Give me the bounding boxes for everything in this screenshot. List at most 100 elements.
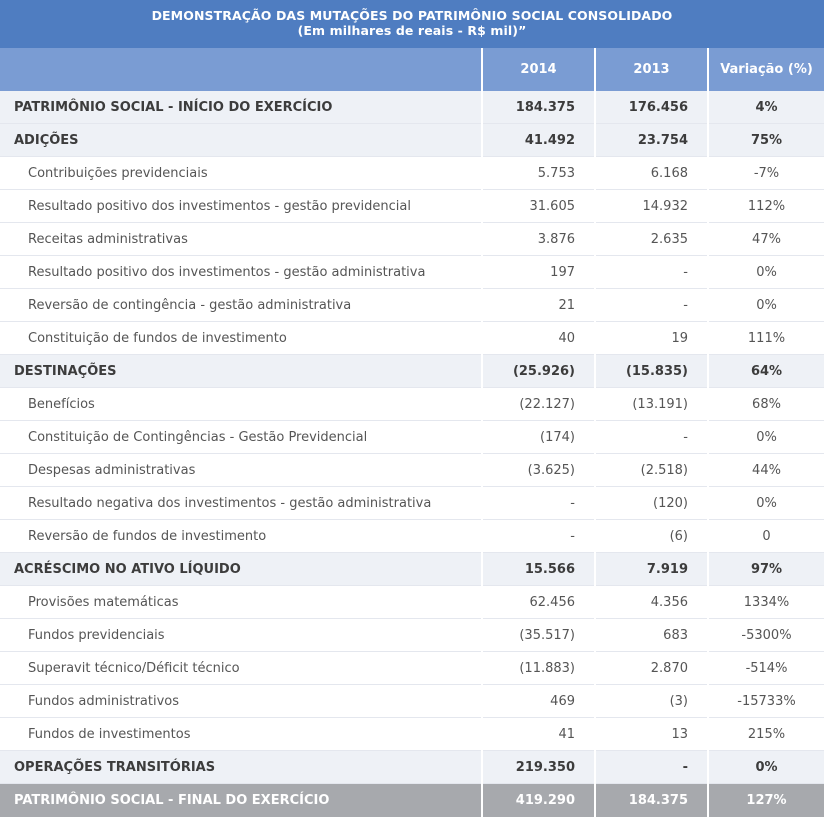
header-2013: 2013 xyxy=(594,48,708,91)
row-label: Fundos de investimentos xyxy=(0,717,482,751)
table-row: Despesas administrativas (3.625) (2.518)… xyxy=(0,453,824,487)
row-label: Reversão de fundos de investimento xyxy=(0,519,482,553)
header-row: 2014 2013 Variação (%) xyxy=(0,48,824,91)
row-label: Fundos administrativos xyxy=(0,684,482,718)
variation-value: 0% xyxy=(707,750,824,784)
row-label: Reversão de contingência - gestão admini… xyxy=(0,288,482,322)
value-2013: - xyxy=(594,255,708,289)
variation-value: 75% xyxy=(707,123,824,157)
value-2013: (3) xyxy=(594,684,708,718)
row-label: ACRÉSCIMO NO ATIVO LÍQUIDO xyxy=(0,552,482,586)
variation-value: -5300% xyxy=(707,618,824,652)
table-row: Resultado positivo dos investimentos - g… xyxy=(0,189,824,223)
value-2014: - xyxy=(481,519,595,553)
value-2013: 683 xyxy=(594,618,708,652)
value-2013: (13.191) xyxy=(594,387,708,421)
value-2014: 469 xyxy=(481,684,595,718)
value-2013: (6) xyxy=(594,519,708,553)
value-2013: 14.932 xyxy=(594,189,708,223)
table-row: ADIÇÕES 41.492 23.754 75% xyxy=(0,123,824,157)
value-2013: (120) xyxy=(594,486,708,520)
table-row: Reversão de contingência - gestão admini… xyxy=(0,288,824,322)
variation-value: 215% xyxy=(707,717,824,751)
variation-value: 1334% xyxy=(707,585,824,619)
value-2014: 41 xyxy=(481,717,595,751)
row-label: ADIÇÕES xyxy=(0,123,482,157)
variation-value: 44% xyxy=(707,453,824,487)
table-title: DEMONSTRAÇÃO DAS MUTAÇÕES DO PATRIMÔNIO … xyxy=(0,0,824,48)
value-2014: 219.350 xyxy=(481,750,595,784)
value-2013: - xyxy=(594,750,708,784)
table-row: Constituição de Contingências - Gestão P… xyxy=(0,420,824,454)
value-2013: 23.754 xyxy=(594,123,708,157)
variation-value: 97% xyxy=(707,552,824,586)
table-row: Provisões matemáticas 62.456 4.356 1334% xyxy=(0,585,824,619)
value-2014: (174) xyxy=(481,420,595,454)
variation-value: 127% xyxy=(707,783,824,817)
variation-value: 47% xyxy=(707,222,824,256)
value-2014: 31.605 xyxy=(481,189,595,223)
value-2013: (15.835) xyxy=(594,354,708,388)
value-2014: - xyxy=(481,486,595,520)
table-row: Benefícios (22.127) (13.191) 68% xyxy=(0,387,824,421)
value-2013: 6.168 xyxy=(594,156,708,190)
table-row: PATRIMÔNIO SOCIAL - INÍCIO DO EXERCÍCIO … xyxy=(0,91,824,124)
variation-value: 64% xyxy=(707,354,824,388)
row-label: Provisões matemáticas xyxy=(0,585,482,619)
variation-value: 0 xyxy=(707,519,824,553)
table-row: Reversão de fundos de investimento - (6)… xyxy=(0,519,824,553)
value-2014: 15.566 xyxy=(481,552,595,586)
value-2014: 184.375 xyxy=(481,91,595,124)
variation-value: 68% xyxy=(707,387,824,421)
header-2014: 2014 xyxy=(481,48,595,91)
row-label: PATRIMÔNIO SOCIAL - INÍCIO DO EXERCÍCIO xyxy=(0,91,482,124)
value-2014: (11.883) xyxy=(481,651,595,685)
variation-value: 0% xyxy=(707,486,824,520)
value-2013: - xyxy=(594,288,708,322)
table-row: Fundos administrativos 469 (3) -15733% xyxy=(0,684,824,718)
table-row: OPERAÇÕES TRANSITÓRIAS 219.350 - 0% xyxy=(0,750,824,784)
value-2013: 176.456 xyxy=(594,91,708,124)
variation-value: 0% xyxy=(707,420,824,454)
value-2013: 13 xyxy=(594,717,708,751)
value-2014: 3.876 xyxy=(481,222,595,256)
row-label: Receitas administrativas xyxy=(0,222,482,256)
header-variation: Variação (%) xyxy=(707,48,824,91)
value-2013: 2.635 xyxy=(594,222,708,256)
table-row: Receitas administrativas 3.876 2.635 47% xyxy=(0,222,824,256)
value-2014: (22.127) xyxy=(481,387,595,421)
total-row: PATRIMÔNIO SOCIAL - FINAL DO EXERCÍCIO 4… xyxy=(0,783,824,817)
value-2014: 21 xyxy=(481,288,595,322)
title-line-1: DEMONSTRAÇÃO DAS MUTAÇÕES DO PATRIMÔNIO … xyxy=(151,8,673,23)
header-label-cell xyxy=(0,48,482,91)
row-label: Despesas administrativas xyxy=(0,453,482,487)
value-2014: (35.517) xyxy=(481,618,595,652)
value-2013: - xyxy=(594,420,708,454)
row-label: Resultado positivo dos investimentos - g… xyxy=(0,255,482,289)
table-row: Contribuições previdenciais 5.753 6.168 … xyxy=(0,156,824,190)
row-label: Benefícios xyxy=(0,387,482,421)
table-row: Resultado positivo dos investimentos - g… xyxy=(0,255,824,289)
value-2014: 41.492 xyxy=(481,123,595,157)
variation-value: 111% xyxy=(707,321,824,355)
table-row: Constituição de fundos de investimento 4… xyxy=(0,321,824,355)
row-label: DESTINAÇÕES xyxy=(0,354,482,388)
row-label: Constituição de fundos de investimento xyxy=(0,321,482,355)
row-label: Constituição de Contingências - Gestão P… xyxy=(0,420,482,454)
value-2014: 197 xyxy=(481,255,595,289)
value-2013: 2.870 xyxy=(594,651,708,685)
value-2013: 19 xyxy=(594,321,708,355)
row-label: PATRIMÔNIO SOCIAL - FINAL DO EXERCÍCIO xyxy=(0,783,482,817)
value-2014: 5.753 xyxy=(481,156,595,190)
variation-value: 0% xyxy=(707,255,824,289)
value-2013: 4.356 xyxy=(594,585,708,619)
table-row: DESTINAÇÕES (25.926) (15.835) 64% xyxy=(0,354,824,388)
table-row: Superavit técnico/Déficit técnico (11.88… xyxy=(0,651,824,685)
row-label: Fundos previdenciais xyxy=(0,618,482,652)
row-label: OPERAÇÕES TRANSITÓRIAS xyxy=(0,750,482,784)
equity-changes-table: 2014 2013 Variação (%) PATRIMÔNIO SOCIAL… xyxy=(0,48,824,817)
table-row: ACRÉSCIMO NO ATIVO LÍQUIDO 15.566 7.919 … xyxy=(0,552,824,586)
title-line-2: (Em milhares de reais - R$ mil)” xyxy=(297,23,527,38)
value-2014: (3.625) xyxy=(481,453,595,487)
